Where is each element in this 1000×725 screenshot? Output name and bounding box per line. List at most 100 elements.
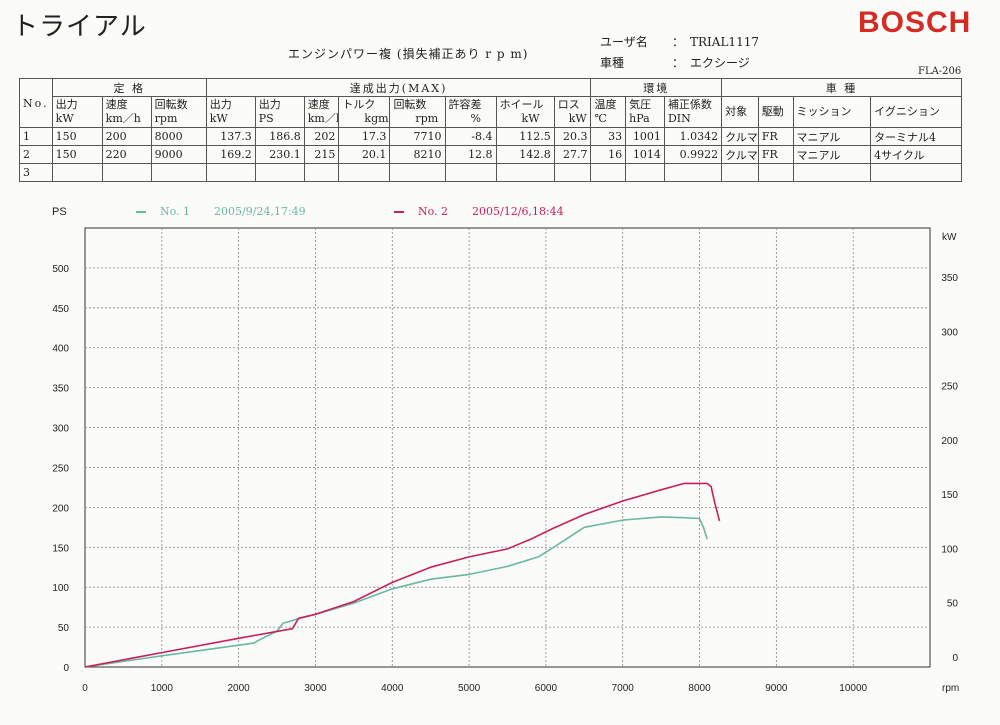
- bosch-logo: BOSCH: [858, 6, 972, 39]
- table-cell: -8.4: [444, 127, 497, 146]
- table-cell: 12.8: [444, 145, 497, 164]
- y2-tick-label: 300: [941, 327, 958, 338]
- column-header: 出力 PS: [254, 96, 305, 128]
- table-cell: 230.1: [254, 145, 305, 164]
- table-cell: 8210: [389, 145, 446, 164]
- legend-swatch-2: [394, 211, 404, 213]
- table-cell: 186.8: [254, 127, 305, 146]
- table-body: 1 150 200 8000 137.3 186.8 202 17.3 7710 -8.4 112.…: [19, 127, 962, 182]
- y-tick-label: 250: [52, 463, 69, 474]
- table-cell: [254, 163, 305, 182]
- table-cell: 1.0342: [663, 127, 723, 146]
- table-cell: ターミナル4: [870, 127, 962, 146]
- user-label: ユーザ名: [600, 35, 648, 49]
- table-cell: [51, 163, 103, 182]
- colon: ：: [672, 35, 691, 49]
- table-cell: 215: [303, 145, 340, 164]
- table-row: 2 150 220 9000 169.2 230.1 215 20.1 8210 12.8 142.…: [19, 145, 962, 164]
- y-tick-label: 0: [63, 663, 69, 674]
- user-row: ユーザ名 ： TRIAL1117: [600, 33, 759, 50]
- table-cell: 220: [101, 145, 152, 164]
- y2-tick-label: 100: [941, 544, 958, 555]
- results-table: No. 定 格 達成出力(MAX) 環境 車 種 出力 kW 速度 km／h 回転数 rp…: [19, 78, 962, 182]
- y-axis-unit-left: PS: [52, 206, 67, 218]
- x-axis-unit: rpm: [942, 683, 959, 694]
- table-cell: [553, 163, 592, 182]
- x-tick-label: 6000: [535, 683, 558, 694]
- table-group-row: No. 定 格 達成出力(MAX) 環境 車 種: [19, 78, 962, 128]
- y-tick-label: 300: [52, 424, 69, 435]
- y2-tick-label: 0: [952, 653, 958, 664]
- column-header: 回転数 rpm: [389, 96, 446, 128]
- table-cell: [663, 163, 723, 182]
- table-cell: 200: [101, 127, 152, 146]
- table-cell: 150: [51, 145, 103, 164]
- y2-axis-unit: kW: [942, 232, 957, 243]
- vehicle-row: 車種 ： エクシージ: [600, 54, 750, 71]
- col-no-header: No.: [19, 78, 53, 128]
- table-cell: 1001: [625, 127, 665, 146]
- table-cell: 137.3: [205, 127, 256, 146]
- table-cell: [721, 163, 759, 182]
- y-tick-label: 400: [52, 344, 69, 355]
- user-value: TRIAL1117: [690, 35, 759, 49]
- form-code: FLA-206: [918, 66, 962, 77]
- y2-tick-label: 200: [941, 436, 958, 447]
- report-subtitle: エンジンパワー複 (損失補正あり r p m): [288, 47, 529, 61]
- column-header: ロス kW: [553, 96, 592, 128]
- legend-time-1: 2005/9/24,17:49: [214, 205, 306, 218]
- legend-series-2: No. 2 2005/12/6,18:44: [394, 205, 564, 218]
- y-tick-label: 450: [52, 304, 69, 315]
- table-cell: マニアル: [792, 127, 872, 146]
- y-tick-label: 100: [52, 583, 69, 594]
- legend-series-1: No. 1 2005/9/24,17:49: [136, 205, 306, 218]
- x-tick-label: 1000: [151, 683, 174, 694]
- x-tick-label: 3000: [304, 683, 327, 694]
- table-cell: 112.5: [495, 127, 555, 146]
- legend-swatch-1: [136, 211, 146, 213]
- x-tick-label: 8000: [688, 683, 711, 694]
- group-rated: 定 格: [51, 78, 207, 97]
- y-tick-label: 350: [52, 384, 69, 395]
- table-cell: FR: [757, 145, 794, 164]
- legend-name-1: No. 1: [160, 205, 191, 218]
- series-line-1: [84, 516, 708, 668]
- column-header: 対象: [721, 96, 759, 128]
- column-header: ミッション: [792, 96, 872, 128]
- table-cell: マニアル: [792, 145, 872, 164]
- column-header: 出力 kW: [205, 96, 256, 128]
- y-tick-label: 50: [58, 623, 70, 634]
- legend-time-2: 2005/12/6,18:44: [472, 205, 564, 218]
- vehicle-value: エクシージ: [690, 56, 750, 70]
- column-header: トルク kgm: [338, 96, 391, 128]
- y-tick-label: 200: [52, 503, 69, 514]
- legend-name-2: No. 2: [418, 205, 449, 218]
- table-cell: 1014: [625, 145, 665, 164]
- y2-tick-label: 50: [947, 599, 959, 610]
- x-tick-label: 10000: [839, 683, 867, 694]
- document-title: トライアル: [12, 12, 147, 42]
- y2-tick-label: 350: [941, 273, 958, 284]
- table-row: 3: [19, 163, 962, 182]
- table-cell: 33: [590, 127, 627, 146]
- table-cell: 4サイクル: [870, 145, 962, 164]
- y2-tick-label: 250: [941, 382, 958, 393]
- colon: ：: [672, 56, 691, 70]
- table-cell: 20.1: [338, 145, 391, 164]
- x-tick-label: 5000: [458, 683, 481, 694]
- x-tick-label: 4000: [381, 683, 404, 694]
- table-cell: クルマ: [721, 127, 759, 146]
- column-header: 許容差 %: [444, 96, 497, 128]
- x-tick-label: 9000: [765, 683, 788, 694]
- x-tick-label: 7000: [612, 683, 635, 694]
- y-tick-label: 500: [52, 264, 69, 275]
- table-cell: クルマ: [721, 145, 759, 164]
- y-tick-label: 150: [52, 543, 69, 554]
- table-cell: [150, 163, 207, 182]
- y2-tick-label: 150: [941, 490, 958, 501]
- column-header: イグニション: [870, 96, 962, 128]
